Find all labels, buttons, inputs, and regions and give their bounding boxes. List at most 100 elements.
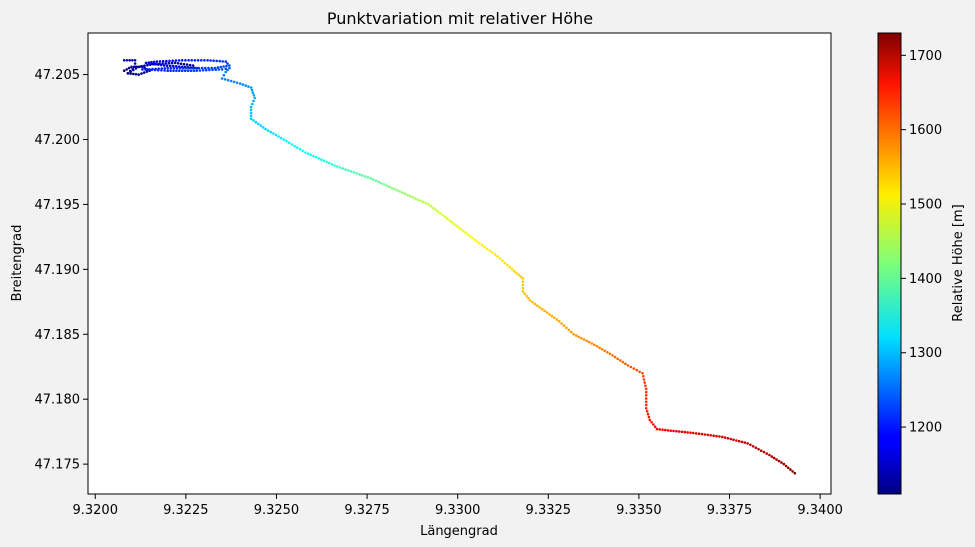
- data-point-157: [223, 78, 227, 81]
- data-point-370: [697, 432, 701, 436]
- data-point-196: [298, 147, 302, 151]
- data-point-1: [125, 59, 129, 62]
- y-axis-ticks: 47.175 47.180 47.185 47.190 47.195 47.200 47.2…: [35, 68, 88, 473]
- data-point-313: [580, 336, 583, 340]
- data-point-235: [403, 192, 407, 196]
- data-point-333: [632, 367, 636, 370]
- data-point-406: [793, 471, 797, 475]
- data-point-2: [128, 59, 131, 62]
- data-point-179: [254, 120, 258, 124]
- data-point-11: [125, 68, 128, 71]
- data-point-401: [782, 462, 786, 466]
- data-point-321: [600, 348, 604, 351]
- data-point-152: [228, 66, 231, 70]
- data-point-188: [277, 135, 280, 138]
- data-point-332: [629, 365, 633, 369]
- y-tick-label-5: 47.200: [35, 133, 81, 148]
- data-point-299: [545, 311, 549, 314]
- data-point-47: [182, 62, 186, 66]
- data-point-134: [172, 69, 175, 72]
- data-point-62: [162, 64, 166, 67]
- data-point-359: [666, 429, 670, 432]
- data-point-83: [190, 59, 193, 62]
- data-point-269: [485, 247, 489, 251]
- data-point-244: [427, 203, 431, 206]
- data-point-98: [222, 65, 225, 68]
- data-point-214: [347, 169, 350, 172]
- chart-title: Punktvariation mit relativer Höhe: [327, 9, 593, 28]
- data-point-217: [355, 172, 359, 175]
- data-point-156: [220, 77, 224, 80]
- data-point-284: [521, 277, 525, 280]
- data-point-286: [521, 283, 525, 287]
- data-point-141: [192, 69, 196, 72]
- data-point-131: [163, 69, 166, 72]
- data-point-280: [512, 269, 516, 273]
- data-point-203: [317, 157, 320, 160]
- data-point-136: [178, 69, 181, 72]
- colorbar-tick-label-0: 1200: [909, 421, 942, 436]
- data-point-316: [587, 340, 591, 344]
- data-point-351: [648, 418, 652, 422]
- data-point-65: [153, 62, 157, 66]
- y-tick-label-2: 47.185: [35, 328, 81, 343]
- data-point-50: [191, 64, 195, 67]
- data-point-201: [312, 154, 315, 158]
- data-point-71: [152, 60, 156, 64]
- data-point-68: [144, 61, 148, 65]
- y-axis-label: Breitengrad: [10, 225, 25, 302]
- data-point-287: [521, 286, 525, 290]
- data-point-146: [208, 68, 211, 72]
- data-point-135: [175, 69, 178, 72]
- data-point-192: [287, 141, 291, 144]
- data-point-158: [226, 78, 230, 82]
- data-point-213: [344, 168, 347, 171]
- data-point-397: [772, 456, 776, 460]
- data-point-354: [653, 425, 657, 429]
- x-tick-label-0: 9.3200: [72, 503, 118, 518]
- data-point-72: [155, 60, 159, 63]
- data-point-159: [229, 79, 233, 83]
- data-point-257: [457, 226, 461, 229]
- data-point-363: [677, 430, 681, 433]
- data-point-360: [669, 429, 672, 433]
- data-point-219: [361, 174, 364, 177]
- data-point-142: [195, 69, 198, 72]
- data-point-382: [732, 438, 735, 442]
- data-point-220: [363, 175, 367, 178]
- data-point-173: [249, 105, 253, 109]
- points-group: [122, 59, 797, 475]
- data-point-144: [201, 69, 205, 72]
- x-axis-ticks: 9.3200 9.3225 9.3250 9.3275 9.3300 9.3325 9.33…: [72, 494, 843, 518]
- data-point-149: [217, 68, 221, 71]
- data-point-374: [709, 434, 712, 437]
- data-point-195: [296, 146, 299, 149]
- data-point-353: [652, 423, 655, 426]
- data-point-12: [127, 66, 131, 70]
- data-point-221: [366, 176, 370, 179]
- data-point-183: [264, 127, 267, 131]
- data-point-109: [188, 66, 191, 70]
- data-point-5: [133, 62, 137, 65]
- data-point-61: [165, 64, 169, 67]
- data-point-315: [585, 339, 588, 343]
- data-point-150: [220, 68, 224, 71]
- data-point-41: [164, 62, 167, 65]
- data-point-275: [501, 259, 504, 263]
- data-point-168: [251, 91, 255, 94]
- data-point-85: [196, 59, 200, 62]
- data-point-396: [770, 455, 774, 458]
- data-point-250: [441, 213, 444, 217]
- data-point-249: [438, 212, 442, 215]
- data-point-191: [285, 139, 288, 143]
- x-tick-label-1: 9.3225: [163, 503, 209, 518]
- data-point-224: [374, 179, 378, 183]
- data-point-227: [382, 183, 386, 186]
- colorbar-tick-label-5: 1700: [909, 49, 942, 64]
- data-point-64: [156, 63, 160, 66]
- data-point-186: [272, 132, 275, 135]
- data-point-368: [692, 431, 695, 435]
- data-point-185: [269, 130, 273, 134]
- data-point-162: [238, 82, 242, 85]
- data-point-387: [746, 442, 749, 445]
